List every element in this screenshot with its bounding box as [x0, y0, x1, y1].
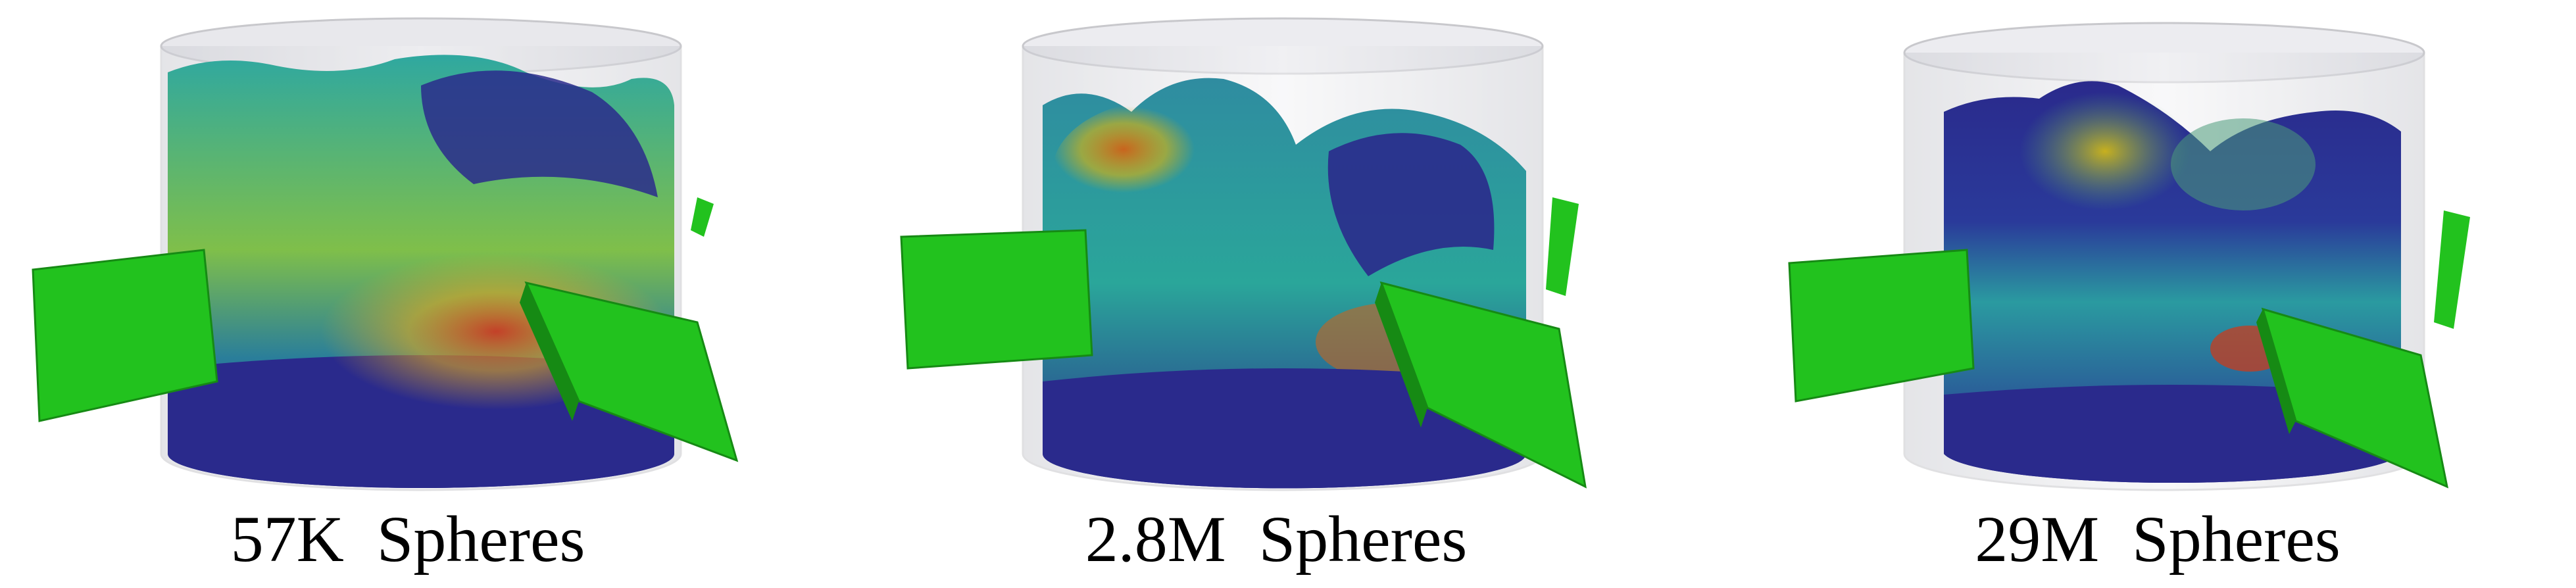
right-paddle-edge	[1375, 283, 1427, 428]
back-paddle	[1546, 197, 1579, 296]
left-paddle	[1788, 249, 1975, 403]
high-velocity-region	[2019, 92, 2191, 210]
left-paddle	[900, 229, 1093, 370]
left-paddle	[32, 249, 218, 422]
back-paddle	[691, 197, 714, 237]
back-paddle	[2434, 210, 2470, 329]
low-velocity-region	[1327, 133, 1495, 276]
right-paddle-edge	[2256, 309, 2296, 434]
mixer-render-2-8m	[900, 17, 1587, 491]
low-velocity-region	[421, 70, 658, 197]
settled-layer	[1043, 368, 1526, 489]
particle-count-caption: 57K Spheres	[230, 502, 585, 576]
particle-count-caption: 2.8M Spheres	[1085, 502, 1468, 576]
high-velocity-region	[1053, 99, 1289, 243]
mixer-render-57k	[32, 17, 739, 491]
mid-velocity-region	[2171, 118, 2316, 210]
right-paddle-edge	[520, 283, 579, 421]
simulation-panel-2-8m: 2.8M Spheres	[868, 0, 1684, 588]
particle-count-caption: 29M Spheres	[1975, 502, 2341, 576]
simulation-panel-57k: 57K Spheres	[0, 0, 816, 588]
right-paddle	[1379, 281, 1587, 489]
mixer-render-29m	[1788, 22, 2470, 491]
simulation-panel-29m: 29M Spheres	[1750, 0, 2565, 588]
high-velocity-region	[171, 197, 671, 421]
